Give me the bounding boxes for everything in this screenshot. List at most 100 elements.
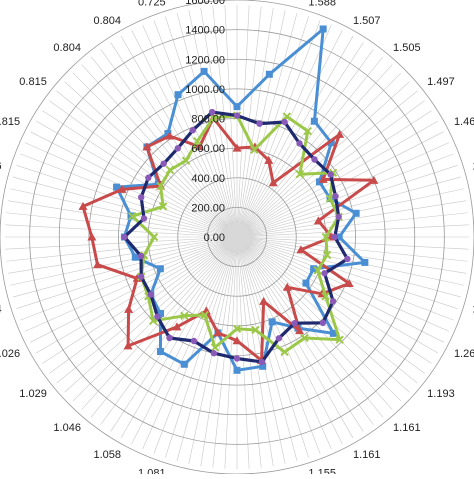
- data-point: [268, 318, 276, 326]
- spoke-gridline: [212, 236, 238, 468]
- data-point: [210, 350, 218, 357]
- data-point: [280, 347, 289, 357]
- spoke-gridline: [236, 236, 469, 250]
- data-point: [232, 143, 242, 152]
- spoke-gridline: [188, 10, 238, 238]
- spoke-gridline: [72, 72, 238, 238]
- data-point: [361, 258, 369, 266]
- spoke-gridline: [236, 24, 332, 238]
- spoke-gridline: [49, 100, 238, 238]
- data-point: [302, 279, 310, 287]
- category-label: 0.815: [0, 116, 20, 128]
- data-point: [190, 337, 198, 345]
- category-label: 1.161: [393, 422, 421, 434]
- data-point: [140, 215, 148, 222]
- spoke-gridline: [236, 224, 469, 238]
- radial-tick-label: 800.00: [191, 114, 225, 126]
- spoke-gridline: [16, 236, 238, 309]
- data-point: [327, 171, 334, 178]
- category-label: 1.497: [427, 76, 455, 88]
- spoke-gridline: [236, 12, 298, 238]
- data-point: [128, 211, 137, 221]
- data-point: [174, 145, 181, 152]
- data-point: [181, 156, 191, 165]
- spoke-gridline: [236, 153, 454, 238]
- data-point: [258, 358, 266, 366]
- category-label: 1.270: [472, 303, 474, 315]
- data-point: [200, 310, 209, 320]
- ring-gridline: [177, 177, 297, 297]
- data-point: [213, 328, 223, 337]
- spoke-gridline: [236, 81, 410, 238]
- spoke-gridline: [56, 90, 238, 238]
- data-point: [310, 117, 318, 125]
- spoke-gridline: [56, 236, 238, 384]
- data-point: [332, 192, 339, 200]
- spoke-gridline: [236, 5, 250, 238]
- data-point: [232, 336, 242, 345]
- spoke-gridline: [236, 212, 468, 238]
- data-point: [78, 201, 88, 210]
- data-point: [164, 130, 172, 138]
- spoke-gridline: [236, 72, 402, 238]
- spoke-gridline: [236, 236, 464, 286]
- category-label: 0.725: [138, 0, 166, 9]
- spoke-gridline: [236, 236, 384, 418]
- data-point: [138, 273, 145, 280]
- data-point: [352, 209, 360, 217]
- category-label: 1.466: [472, 161, 474, 173]
- data-point: [158, 202, 168, 211]
- data-point: [172, 322, 182, 331]
- data-point: [93, 260, 103, 269]
- spoke-gridline: [110, 236, 238, 432]
- data-point: [318, 174, 328, 183]
- category-label: 1.026: [0, 348, 20, 360]
- data-point: [321, 232, 331, 242]
- data-point: [322, 250, 332, 260]
- data-point: [327, 139, 335, 147]
- spoke-gridline: [236, 236, 418, 384]
- data-point: [123, 341, 133, 350]
- data-point: [310, 265, 318, 273]
- spoke-gridline: [236, 236, 402, 402]
- spoke-gridline: [200, 236, 238, 467]
- data-point: [313, 216, 323, 225]
- spoke-gridline: [10, 236, 238, 286]
- spoke-gridline: [236, 236, 321, 454]
- spoke-gridline: [236, 236, 467, 274]
- data-point: [154, 313, 161, 320]
- data-point: [335, 213, 342, 220]
- category-label: 1.266: [454, 348, 474, 360]
- data-point: [233, 112, 241, 119]
- data-point: [281, 118, 288, 126]
- spoke-gridline: [100, 49, 238, 238]
- category-label: 0.994: [0, 303, 2, 315]
- spoke-gridline: [35, 236, 238, 354]
- spoke-gridline: [30, 131, 238, 238]
- spoke-gridline: [236, 236, 439, 354]
- spoke-gridline: [35, 120, 238, 238]
- spoke-gridline: [6, 212, 238, 238]
- data-point: [166, 334, 173, 342]
- category-label: 1.161: [353, 449, 381, 461]
- center-disc: [223, 223, 251, 251]
- data-point: [259, 362, 267, 370]
- spoke-gridline: [90, 56, 238, 238]
- category-label: 1.081: [138, 467, 166, 474]
- spoke-gridline: [236, 236, 374, 425]
- spoke-gridline: [236, 236, 454, 321]
- spoke-gridline: [236, 90, 418, 238]
- spoke-gridline: [236, 131, 444, 238]
- data-point: [117, 184, 127, 193]
- spoke-gridline: [224, 5, 238, 238]
- category-label: 1.507: [353, 15, 381, 27]
- data-point: [296, 245, 306, 254]
- data-point: [321, 292, 330, 301]
- data-point: [156, 181, 165, 191]
- spoke-gridline: [236, 236, 364, 432]
- spoke-gridline: [236, 236, 354, 439]
- data-point: [319, 25, 327, 33]
- spoke-gridline: [236, 176, 462, 238]
